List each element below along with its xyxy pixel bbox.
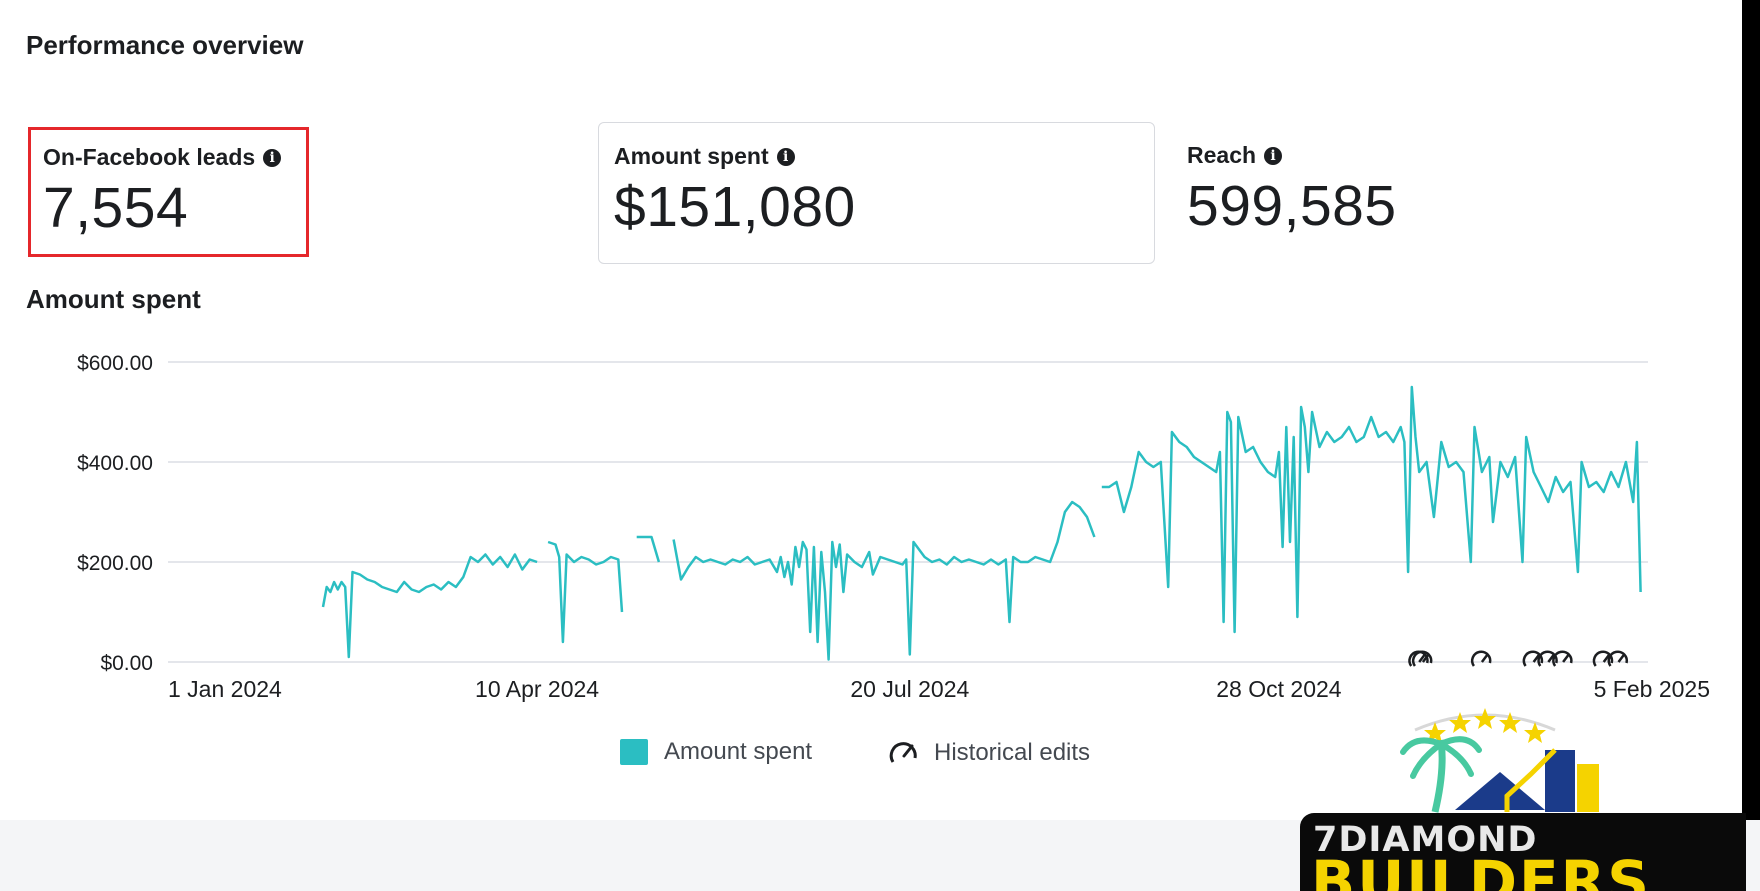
metric-label-leads-text: On-Facebook leads — [43, 144, 256, 170]
x-tick-label: 10 Apr 2024 — [475, 676, 599, 702]
x-tick-label: 1 Jan 2024 — [168, 676, 282, 702]
logo-emblem — [1400, 708, 1599, 813]
logo-plate — [1300, 813, 1746, 891]
historical-edit-marker[interactable] — [1537, 650, 1558, 667]
legend-item-historical-edits[interactable]: Historical edits — [888, 738, 1090, 768]
page-title: Performance overview — [26, 30, 304, 60]
series-line-amount-spent — [547, 540, 624, 644]
gauge-edit-icon — [889, 742, 917, 763]
historical-edit-marker[interactable] — [1607, 650, 1629, 667]
logo-subname: BUILDERS — [1311, 850, 1652, 891]
metric-card-leads[interactable]: On-Facebook leads i 7,554 — [28, 127, 309, 257]
series-line-amount-spent — [636, 535, 661, 563]
historical-edit-marker[interactable] — [1522, 650, 1544, 667]
y-tick-label: $600.00 — [77, 352, 153, 375]
legend-swatch — [620, 739, 648, 765]
historical-edit-marker[interactable] — [1552, 650, 1573, 667]
series-line-amount-spent — [1101, 385, 1642, 634]
metric-label-reach: Reach i — [1187, 142, 1397, 169]
metric-label-leads: On-Facebook leads i — [43, 144, 306, 171]
right-edge-strip — [1742, 0, 1760, 891]
metric-label-amount-spent: Amount spent i — [614, 143, 1154, 170]
x-tick-label: 5 Feb 2025 — [1594, 676, 1710, 702]
legend-label-historical-edits: Historical edits — [934, 739, 1091, 766]
metric-label-amount-spent-text: Amount spent — [614, 143, 769, 169]
chart-title: Amount spent — [26, 284, 201, 314]
amount-spent-chart: $0.00 $200.00 $400.00 $600.00 1 Jan 2024 10 A… — [77, 352, 1710, 702]
historical-edit-marker[interactable] — [1470, 650, 1492, 667]
metric-value-reach: 599,585 — [1187, 174, 1397, 238]
y-tick-label: $200.00 — [77, 552, 153, 575]
historical-edit-marker[interactable] — [1411, 650, 1433, 667]
metric-card-reach[interactable]: Reach i 599,585 — [1187, 142, 1397, 239]
info-icon[interactable]: i — [263, 148, 282, 167]
series-line-amount-spent — [672, 500, 1096, 661]
watermark-logo: 7DIAMOND BUILDERS — [1295, 700, 1760, 891]
x-tick-label: 20 Jul 2024 — [850, 676, 969, 702]
legend-label-amount-spent: Amount spent — [664, 738, 813, 765]
logo-name: 7DIAMOND — [1313, 820, 1538, 860]
metric-value-leads: 7,554 — [43, 176, 189, 240]
y-tick-label: $400.00 — [77, 452, 153, 475]
x-tick-label: 28 Oct 2024 — [1216, 676, 1342, 702]
y-tick-label: $0.00 — [100, 652, 153, 675]
info-icon[interactable]: i — [1264, 146, 1283, 165]
legend-item-amount-spent[interactable]: Amount spent — [620, 738, 812, 766]
metric-value-amount-spent: $151,080 — [614, 175, 856, 239]
metric-label-reach-text: Reach — [1187, 142, 1257, 168]
historical-edit-marker[interactable] — [1592, 650, 1614, 667]
series-line-amount-spent — [321, 553, 538, 659]
metric-card-amount-spent[interactable]: Amount spent i $151,080 — [598, 122, 1155, 264]
info-icon[interactable]: i — [776, 147, 795, 166]
